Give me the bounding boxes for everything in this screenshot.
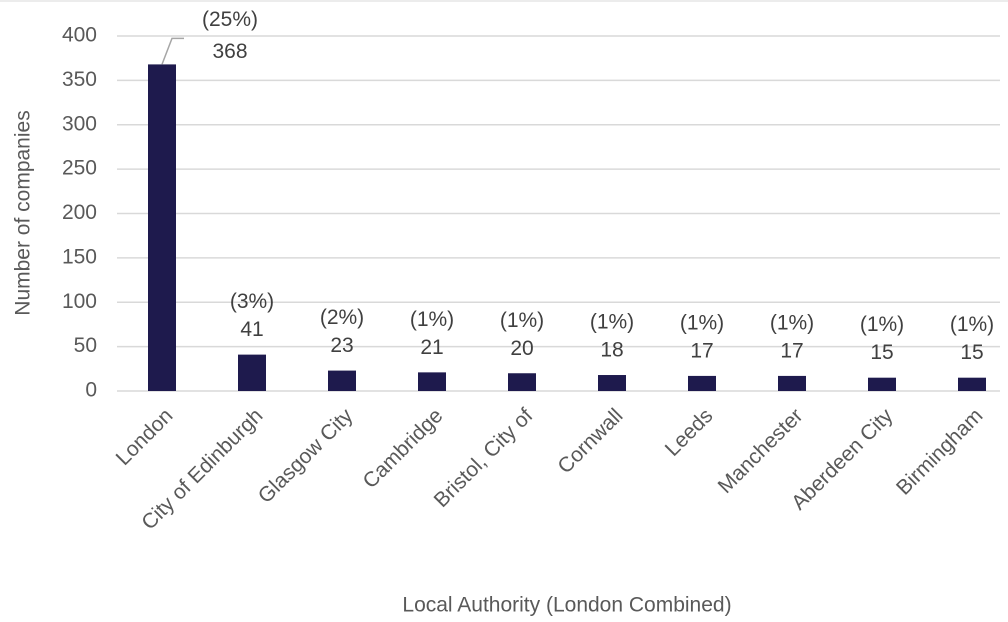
value-label: 20 bbox=[510, 337, 533, 360]
value-label: 17 bbox=[780, 339, 803, 362]
y-tick-label: 50 bbox=[74, 334, 97, 357]
value-label: 21 bbox=[420, 336, 443, 359]
bar bbox=[148, 64, 176, 392]
x-tick-label: Cornwall bbox=[553, 404, 627, 478]
share-label: (1%) bbox=[410, 308, 454, 331]
x-tick-label: Birmingham bbox=[892, 404, 987, 499]
value-label: 15 bbox=[960, 341, 983, 364]
share-label: (2%) bbox=[320, 306, 364, 329]
share-label: (1%) bbox=[860, 313, 904, 336]
x-tick-label: Leeds bbox=[661, 404, 718, 461]
leader-line bbox=[161, 37, 184, 65]
share-label: (1%) bbox=[500, 309, 544, 332]
share-label: (1%) bbox=[590, 311, 634, 334]
x-axis-title: Local Authority (London Combined) bbox=[402, 594, 731, 617]
y-tick-label: 200 bbox=[62, 201, 97, 224]
y-axis-title: Number of companies bbox=[12, 110, 35, 315]
value-label: 17 bbox=[690, 339, 713, 362]
bar bbox=[508, 373, 536, 391]
bar bbox=[958, 377, 986, 391]
y-tick-label: 300 bbox=[62, 112, 97, 135]
share-label: (1%) bbox=[680, 311, 724, 334]
bar bbox=[328, 370, 356, 391]
bar bbox=[418, 372, 446, 391]
bar bbox=[688, 375, 716, 391]
bar bbox=[778, 375, 806, 391]
y-tick-label: 400 bbox=[62, 24, 97, 47]
value-label: 41 bbox=[240, 318, 263, 341]
share-label: (25%) bbox=[202, 8, 258, 31]
value-label: 23 bbox=[330, 334, 353, 357]
value-label: 15 bbox=[870, 341, 893, 364]
y-tick-label: 0 bbox=[85, 379, 97, 402]
bar bbox=[598, 375, 626, 391]
value-label: 18 bbox=[600, 339, 623, 362]
share-label: (3%) bbox=[230, 290, 274, 313]
x-tick-label: Manchester bbox=[714, 404, 808, 498]
y-tick-label: 100 bbox=[62, 290, 97, 313]
x-tick-label: London bbox=[112, 404, 178, 470]
x-tick-label: Cambridge bbox=[359, 404, 448, 493]
x-tick-label: Glasgow City bbox=[254, 404, 358, 508]
bar bbox=[868, 377, 896, 391]
share-label: (1%) bbox=[770, 311, 814, 334]
share-label: (1%) bbox=[950, 313, 994, 336]
y-tick-label: 250 bbox=[62, 157, 97, 180]
bar bbox=[238, 354, 266, 391]
y-tick-label: 350 bbox=[62, 68, 97, 91]
y-tick-label: 150 bbox=[62, 245, 97, 268]
value-label: 368 bbox=[212, 40, 247, 63]
